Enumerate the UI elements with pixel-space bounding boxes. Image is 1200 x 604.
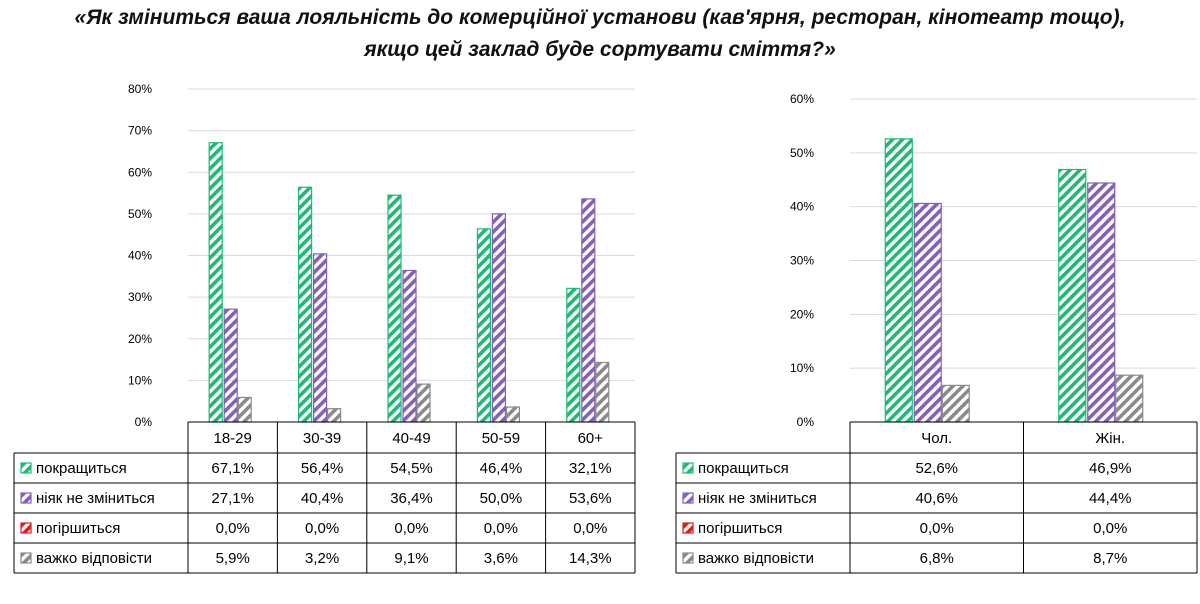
y-tick-label: 80% — [128, 82, 152, 96]
bar — [1058, 168, 1087, 423]
data-label: 32,1% — [569, 460, 612, 477]
legend-label: ніяк не зміниться — [698, 490, 817, 507]
bar — [1087, 182, 1116, 423]
data-label: 0,0% — [394, 520, 428, 537]
y-tick-label: 60% — [128, 165, 152, 179]
bar — [913, 202, 942, 423]
data-label: 54,5% — [390, 460, 433, 477]
legend-label: важко відповісти — [36, 550, 152, 567]
data-label: 0,0% — [1093, 520, 1127, 537]
bar — [941, 384, 970, 423]
data-label: 8,7% — [1093, 550, 1127, 567]
y-tick-label: 0% — [797, 415, 815, 429]
bar — [1115, 374, 1144, 423]
data-label: 44,4% — [1089, 490, 1132, 507]
y-tick-label: 20% — [790, 307, 814, 321]
legend-label: важко відповісти — [698, 550, 814, 567]
category-label: Жін. — [1095, 430, 1125, 447]
legend-key — [20, 522, 32, 534]
data-label: 14,3% — [569, 550, 612, 567]
data-label: 46,4% — [480, 460, 523, 477]
y-tick-label: 10% — [128, 373, 152, 387]
data-label: 3,6% — [484, 550, 518, 567]
legend-key — [682, 522, 694, 534]
y-tick-label: 50% — [790, 146, 814, 160]
legend-key — [682, 552, 694, 564]
data-label: 46,9% — [1089, 460, 1132, 477]
data-label: 40,6% — [915, 490, 958, 507]
chart-title-line1: «Як зміниться ваша лояльність до комерці… — [74, 6, 1126, 29]
y-tick-label: 60% — [790, 92, 814, 106]
legend-label: покращиться — [698, 460, 789, 477]
legend-key — [20, 492, 32, 504]
legend-label: ніяк не зміниться — [36, 490, 155, 507]
legend-label: погіршиться — [698, 520, 782, 537]
category-label: 60+ — [578, 430, 604, 447]
legend-key — [682, 462, 694, 474]
y-tick-label: 0% — [135, 415, 153, 429]
y-tick-label: 30% — [128, 290, 152, 304]
category-label: 18-29 — [214, 430, 252, 447]
data-label: 0,0% — [216, 520, 250, 537]
data-label: 56,4% — [301, 460, 344, 477]
data-label: 27,1% — [211, 490, 254, 507]
legend-key — [20, 462, 32, 474]
data-label: 40,4% — [301, 490, 344, 507]
y-tick-label: 10% — [790, 361, 814, 375]
data-label: 0,0% — [305, 520, 339, 537]
data-label: 0,0% — [920, 520, 954, 537]
legend-label: погіршиться — [36, 520, 120, 537]
category-label: 50-59 — [482, 430, 520, 447]
y-tick-label: 20% — [128, 332, 152, 346]
legend-key — [682, 492, 694, 504]
data-label: 0,0% — [573, 520, 607, 537]
data-label: 53,6% — [569, 490, 612, 507]
legend-label: покращиться — [36, 460, 127, 477]
y-tick-label: 50% — [128, 207, 152, 221]
category-label: 40-49 — [392, 430, 430, 447]
data-label: 67,1% — [211, 460, 254, 477]
data-label: 36,4% — [390, 490, 433, 507]
y-tick-label: 70% — [128, 124, 152, 138]
data-label: 0,0% — [484, 520, 518, 537]
category-label: 30-39 — [303, 430, 341, 447]
y-tick-label: 40% — [790, 200, 814, 214]
bar — [884, 138, 913, 423]
data-label: 5,9% — [216, 550, 250, 567]
data-label: 52,6% — [915, 460, 958, 477]
data-label: 6,8% — [920, 550, 954, 567]
y-tick-label: 40% — [128, 249, 152, 263]
legend-key — [20, 552, 32, 564]
y-tick-label: 30% — [790, 254, 814, 268]
chart-title-line2: якщо цей заклад буде сортувати сміття?» — [364, 38, 836, 61]
category-label: Чол. — [921, 430, 952, 447]
data-label: 3,2% — [305, 550, 339, 567]
data-label: 50,0% — [480, 490, 523, 507]
data-label: 9,1% — [394, 550, 428, 567]
